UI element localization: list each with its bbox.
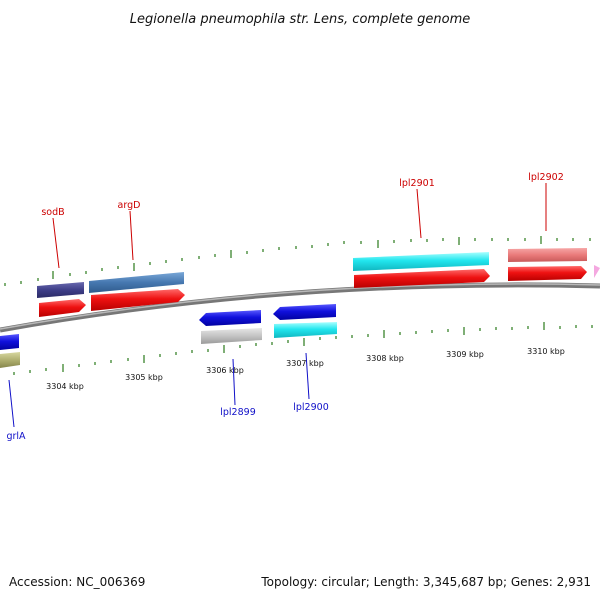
- gene-label-lpl2899[interactable]: lpl2899: [220, 407, 256, 418]
- forward-tick-row: [4, 236, 591, 286]
- cds-lpl2901[interactable]: [354, 269, 490, 288]
- gene-label-lpl2902[interactable]: lpl2902: [528, 172, 564, 183]
- scale-label-3307: 3307 kbp: [286, 359, 324, 368]
- forward-label-leaders: [52, 183, 547, 269]
- cds-argD[interactable]: [91, 289, 185, 311]
- genome-backbone: [0, 282, 600, 333]
- scale-label-3305: 3305 kbp: [125, 373, 163, 382]
- genome-summary-text: Topology: circular; Length: 3,345,687 bp…: [260, 575, 591, 589]
- gene-label-grlA[interactable]: grlA: [6, 431, 26, 442]
- gene-argD[interactable]: [89, 272, 184, 293]
- gene-label-lpl2901[interactable]: lpl2901: [399, 178, 435, 189]
- cds-grlA[interactable]: [0, 334, 19, 350]
- accession-text: Accession: NC_006369: [9, 575, 145, 589]
- backbone-highlight: [0, 283, 600, 330]
- cds-lpl2900[interactable]: [273, 304, 336, 320]
- cds-sodB[interactable]: [39, 299, 86, 317]
- gene-lpl2899[interactable]: [201, 328, 262, 344]
- gene-label-sodB[interactable]: sodB: [41, 207, 64, 218]
- reverse-tick-row: [13, 322, 593, 375]
- scale-label-3310: 3310 kbp: [527, 347, 565, 356]
- cds-lpl2902[interactable]: [508, 266, 587, 281]
- scale-label-3308: 3308 kbp: [366, 354, 404, 363]
- gene-grlA[interactable]: [0, 352, 20, 368]
- scale-label-3309: 3309 kbp: [446, 350, 484, 359]
- gene-partial-right[interactable]: [594, 265, 600, 278]
- gene-sodB[interactable]: [37, 282, 84, 298]
- gene-lpl2900[interactable]: [274, 322, 337, 338]
- map-title: Legionella pneumophila str. Lens, comple…: [130, 12, 471, 27]
- reverse-label-leaders: [8, 352, 310, 428]
- reverse-genes: [0, 322, 337, 368]
- gene-lpl2901[interactable]: [353, 252, 489, 271]
- cds-lpl2899[interactable]: [199, 310, 261, 326]
- scale-labels: 3304 kbp 3305 kbp 3306 kbp 3307 kbp 3308…: [46, 347, 565, 391]
- gene-lpl2902[interactable]: [508, 248, 587, 262]
- scale-label-3304: 3304 kbp: [46, 382, 84, 391]
- gene-label-argD[interactable]: argD: [118, 200, 141, 211]
- gene-label-lpl2900[interactable]: lpl2900: [293, 402, 329, 413]
- forward-genes: [37, 248, 600, 298]
- forward-cds: [39, 266, 587, 317]
- reverse-cds: [0, 304, 336, 350]
- scale-label-3306: 3306 kbp: [206, 366, 244, 375]
